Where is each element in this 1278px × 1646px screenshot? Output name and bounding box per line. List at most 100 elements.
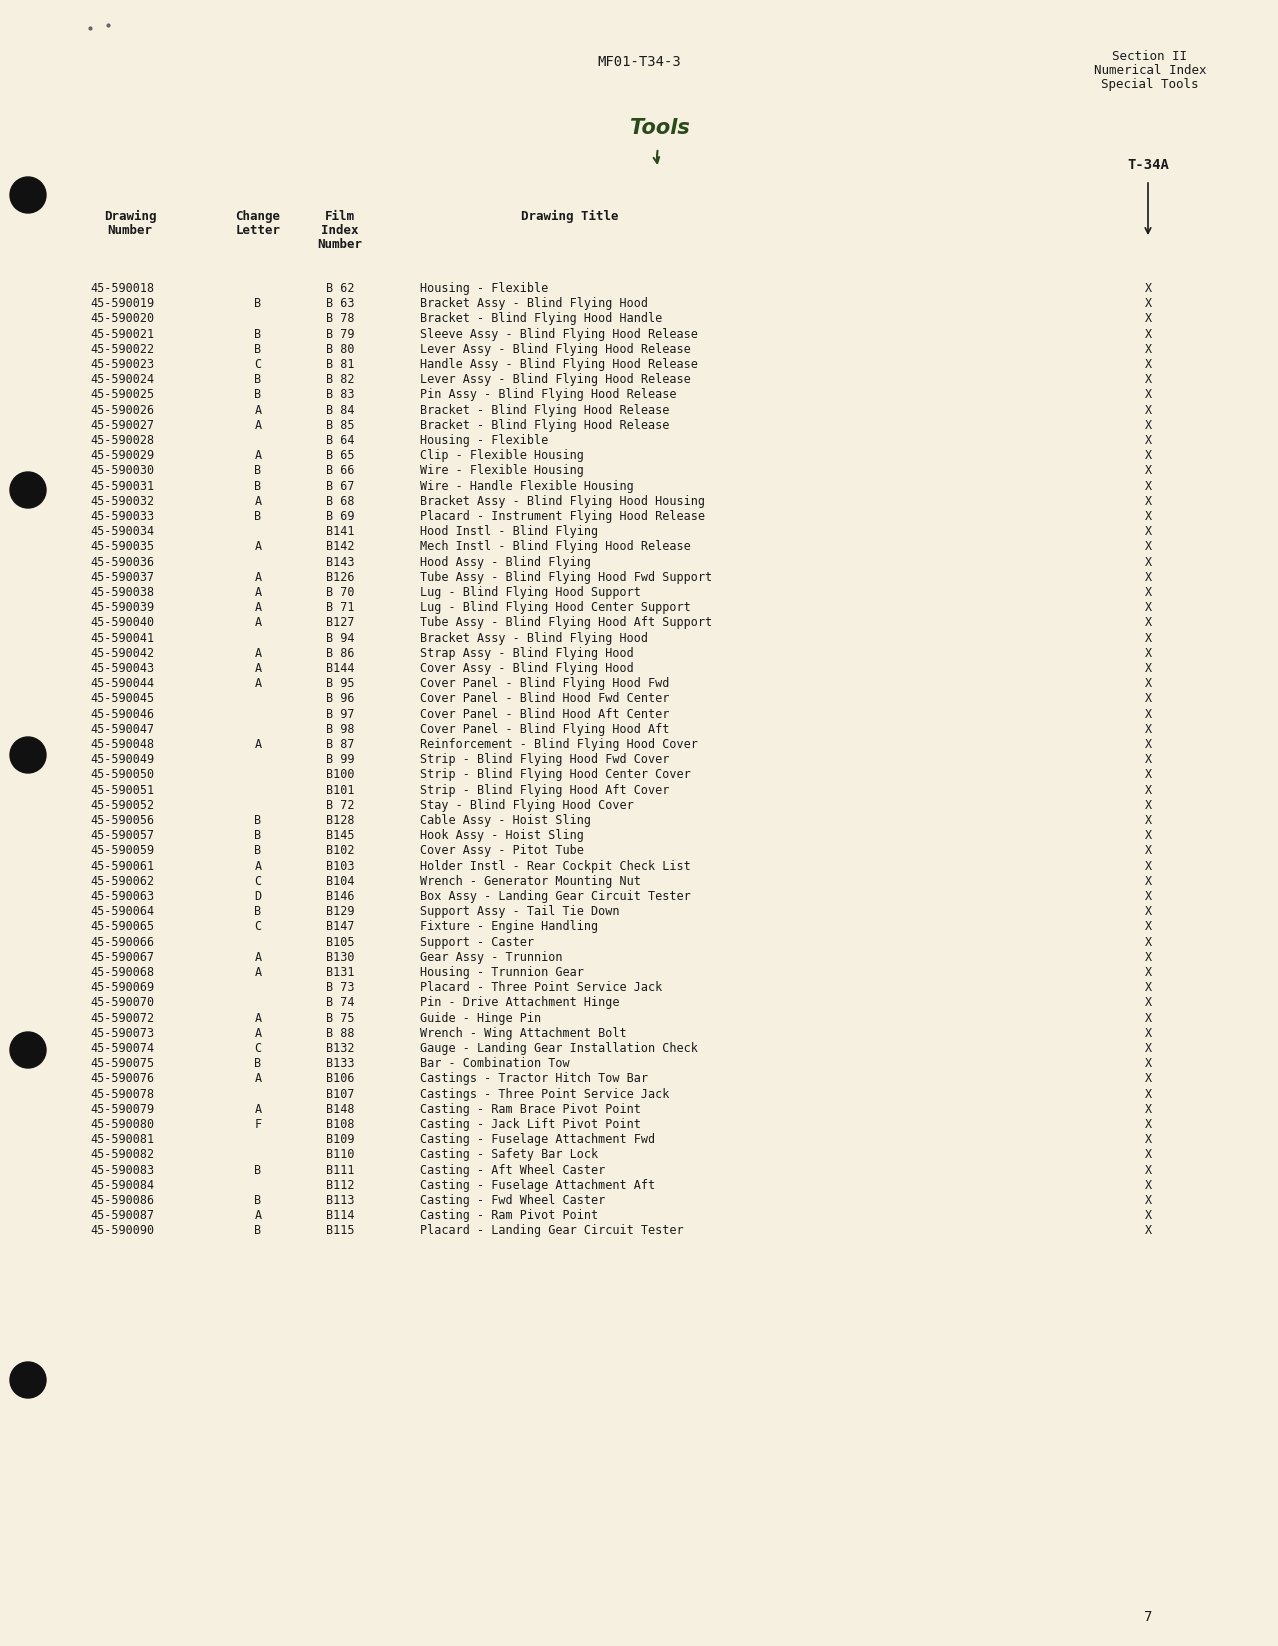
Text: Guide - Hinge Pin: Guide - Hinge Pin [420, 1012, 541, 1024]
Text: Handle Assy - Blind Flying Hood Release: Handle Assy - Blind Flying Hood Release [420, 357, 698, 370]
Text: 45-590084: 45-590084 [89, 1179, 155, 1192]
Text: Cover Panel - Blind Hood Aft Center: Cover Panel - Blind Hood Aft Center [420, 708, 670, 721]
Text: X: X [1144, 1132, 1151, 1146]
Text: Support Assy - Tail Tie Down: Support Assy - Tail Tie Down [420, 905, 620, 918]
Text: B147: B147 [326, 920, 354, 933]
Text: 45-590025: 45-590025 [89, 388, 155, 402]
Text: 45-590057: 45-590057 [89, 830, 155, 843]
Text: X: X [1144, 435, 1151, 448]
Text: X: X [1144, 844, 1151, 858]
Text: Cover Assy - Pitot Tube: Cover Assy - Pitot Tube [420, 844, 584, 858]
Text: Strip - Blind Flying Hood Aft Cover: Strip - Blind Flying Hood Aft Cover [420, 783, 670, 797]
Text: 45-590019: 45-590019 [89, 298, 155, 309]
Text: 45-590074: 45-590074 [89, 1042, 155, 1055]
Circle shape [10, 472, 46, 509]
Text: 45-590032: 45-590032 [89, 495, 155, 509]
Text: 7: 7 [1144, 1610, 1153, 1625]
Text: 45-590075: 45-590075 [89, 1057, 155, 1070]
Text: X: X [1144, 920, 1151, 933]
Text: A: A [254, 647, 262, 660]
Text: B 94: B 94 [326, 632, 354, 645]
Text: X: X [1144, 647, 1151, 660]
Text: B144: B144 [326, 662, 354, 675]
Text: Casting - Fuselage Attachment Aft: Casting - Fuselage Attachment Aft [420, 1179, 656, 1192]
Text: 45-590045: 45-590045 [89, 693, 155, 706]
Text: Cover Assy - Blind Flying Hood: Cover Assy - Blind Flying Hood [420, 662, 634, 675]
Text: Lug - Blind Flying Hood Support: Lug - Blind Flying Hood Support [420, 586, 640, 599]
Text: 45-590018: 45-590018 [89, 281, 155, 295]
Text: B145: B145 [326, 830, 354, 843]
Text: 45-590040: 45-590040 [89, 616, 155, 629]
Text: X: X [1144, 403, 1151, 416]
Text: X: X [1144, 859, 1151, 872]
Text: B: B [254, 328, 262, 341]
Text: A: A [254, 403, 262, 416]
Text: X: X [1144, 966, 1151, 979]
Text: Casting - Fwd Wheel Caster: Casting - Fwd Wheel Caster [420, 1193, 606, 1207]
Text: B 85: B 85 [326, 418, 354, 431]
Text: B 81: B 81 [326, 357, 354, 370]
Text: X: X [1144, 328, 1151, 341]
Text: 45-590068: 45-590068 [89, 966, 155, 979]
Text: B: B [254, 374, 262, 387]
Text: 45-590034: 45-590034 [89, 525, 155, 538]
Text: 45-590020: 45-590020 [89, 313, 155, 326]
Text: Stay - Blind Flying Hood Cover: Stay - Blind Flying Hood Cover [420, 798, 634, 811]
Text: B 65: B 65 [326, 449, 354, 463]
Text: Cover Panel - Blind Flying Hood Aft: Cover Panel - Blind Flying Hood Aft [420, 723, 670, 736]
Text: 45-590063: 45-590063 [89, 890, 155, 904]
Text: B113: B113 [326, 1193, 354, 1207]
Text: 45-590030: 45-590030 [89, 464, 155, 477]
Text: B107: B107 [326, 1088, 354, 1101]
Text: B: B [254, 464, 262, 477]
Text: B100: B100 [326, 769, 354, 782]
Text: 45-590023: 45-590023 [89, 357, 155, 370]
Text: Number: Number [107, 224, 152, 237]
Text: Numerical Index: Numerical Index [1094, 64, 1206, 77]
Text: X: X [1144, 1057, 1151, 1070]
Text: B133: B133 [326, 1057, 354, 1070]
Text: B112: B112 [326, 1179, 354, 1192]
Text: Number: Number [317, 239, 363, 250]
Text: X: X [1144, 935, 1151, 948]
Text: X: X [1144, 769, 1151, 782]
Text: X: X [1144, 1164, 1151, 1177]
Text: 45-590067: 45-590067 [89, 951, 155, 965]
Text: B 62: B 62 [326, 281, 354, 295]
Text: B 63: B 63 [326, 298, 354, 309]
Text: Fixture - Engine Handling: Fixture - Engine Handling [420, 920, 598, 933]
Text: Tube Assy - Blind Flying Hood Aft Support: Tube Assy - Blind Flying Hood Aft Suppor… [420, 616, 712, 629]
Text: X: X [1144, 1225, 1151, 1238]
Text: 45-590065: 45-590065 [89, 920, 155, 933]
Text: 45-590048: 45-590048 [89, 737, 155, 751]
Text: B101: B101 [326, 783, 354, 797]
Text: X: X [1144, 693, 1151, 706]
Text: B 96: B 96 [326, 693, 354, 706]
Text: 45-590052: 45-590052 [89, 798, 155, 811]
Text: Mech Instl - Blind Flying Hood Release: Mech Instl - Blind Flying Hood Release [420, 540, 690, 553]
Text: 45-590083: 45-590083 [89, 1164, 155, 1177]
Text: Sleeve Assy - Blind Flying Hood Release: Sleeve Assy - Blind Flying Hood Release [420, 328, 698, 341]
Text: 45-590044: 45-590044 [89, 677, 155, 690]
Text: Placard - Instrument Flying Hood Release: Placard - Instrument Flying Hood Release [420, 510, 705, 523]
Text: X: X [1144, 1118, 1151, 1131]
Text: 45-590028: 45-590028 [89, 435, 155, 448]
Text: 45-590022: 45-590022 [89, 342, 155, 356]
Text: Bracket Assy - Blind Flying Hood: Bracket Assy - Blind Flying Hood [420, 298, 648, 309]
Text: Index: Index [321, 224, 359, 237]
Text: Housing - Trunnion Gear: Housing - Trunnion Gear [420, 966, 584, 979]
Text: Clip - Flexible Housing: Clip - Flexible Housing [420, 449, 584, 463]
Text: X: X [1144, 1073, 1151, 1085]
Text: B: B [254, 844, 262, 858]
Text: B 64: B 64 [326, 435, 354, 448]
Text: X: X [1144, 357, 1151, 370]
Text: A: A [254, 1210, 262, 1223]
Text: B 87: B 87 [326, 737, 354, 751]
Text: B 83: B 83 [326, 388, 354, 402]
Text: X: X [1144, 905, 1151, 918]
Text: B131: B131 [326, 966, 354, 979]
Text: B 86: B 86 [326, 647, 354, 660]
Text: X: X [1144, 1179, 1151, 1192]
Text: Cable Assy - Hoist Sling: Cable Assy - Hoist Sling [420, 815, 590, 826]
Text: 45-590029: 45-590029 [89, 449, 155, 463]
